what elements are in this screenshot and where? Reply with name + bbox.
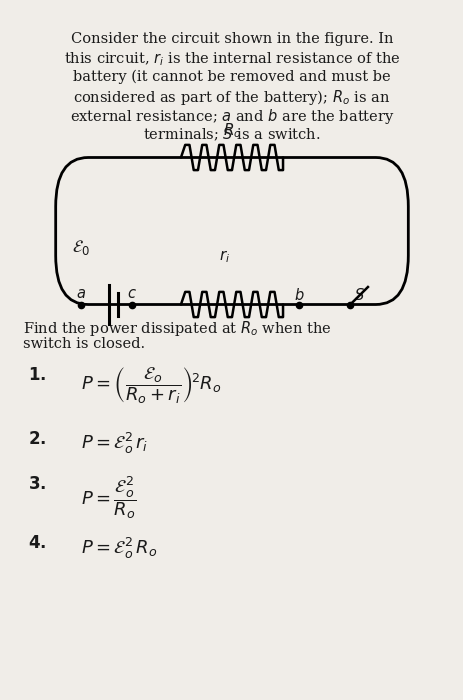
Text: terminals; $S$ is a switch.: terminals; $S$ is a switch. <box>143 126 320 144</box>
Text: $\mathbf{2.}$: $\mathbf{2.}$ <box>28 430 46 447</box>
Text: $P = \dfrac{\mathcal{E}_o^2}{R_o}$: $P = \dfrac{\mathcal{E}_o^2}{R_o}$ <box>81 474 137 521</box>
Text: considered as part of the battery); $R_o$ is an: considered as part of the battery); $R_o… <box>73 88 390 107</box>
Text: $\mathbf{3.}$: $\mathbf{3.}$ <box>28 476 46 493</box>
Text: $P = \mathcal{E}_o^2\, r_i$: $P = \mathcal{E}_o^2\, r_i$ <box>81 430 148 456</box>
Text: battery (it cannot be removed and must be: battery (it cannot be removed and must b… <box>73 69 390 84</box>
Text: Consider the circuit shown in the figure. In: Consider the circuit shown in the figure… <box>70 32 393 46</box>
Text: external resistance; $a$ and $b$ are the battery: external resistance; $a$ and $b$ are the… <box>69 107 394 126</box>
Text: Find the power dissipated at $R_o$ when the: Find the power dissipated at $R_o$ when … <box>23 318 332 337</box>
Text: $\mathbf{1.}$: $\mathbf{1.}$ <box>28 368 46 384</box>
Text: $P = \left(\dfrac{\mathcal{E}_o}{R_o + r_i}\right)^{\!2} R_o$: $P = \left(\dfrac{\mathcal{E}_o}{R_o + r… <box>81 365 221 406</box>
Text: $a$: $a$ <box>76 287 86 301</box>
Text: $b$: $b$ <box>294 287 304 303</box>
Text: this circuit, $r_i$ is the internal resistance of the: this circuit, $r_i$ is the internal resi… <box>63 50 400 68</box>
Text: switch is closed.: switch is closed. <box>23 337 145 351</box>
Text: $\mathbf{4.}$: $\mathbf{4.}$ <box>28 536 46 552</box>
Text: $\mathcal{E}_0$: $\mathcal{E}_0$ <box>72 238 90 258</box>
Text: $c$: $c$ <box>127 287 137 301</box>
Text: $R_o$: $R_o$ <box>222 121 241 140</box>
Text: $S$: $S$ <box>353 287 364 303</box>
Text: $r_i$: $r_i$ <box>219 248 230 265</box>
Text: $P = \mathcal{E}_o^2\, R_o$: $P = \mathcal{E}_o^2\, R_o$ <box>81 536 157 561</box>
